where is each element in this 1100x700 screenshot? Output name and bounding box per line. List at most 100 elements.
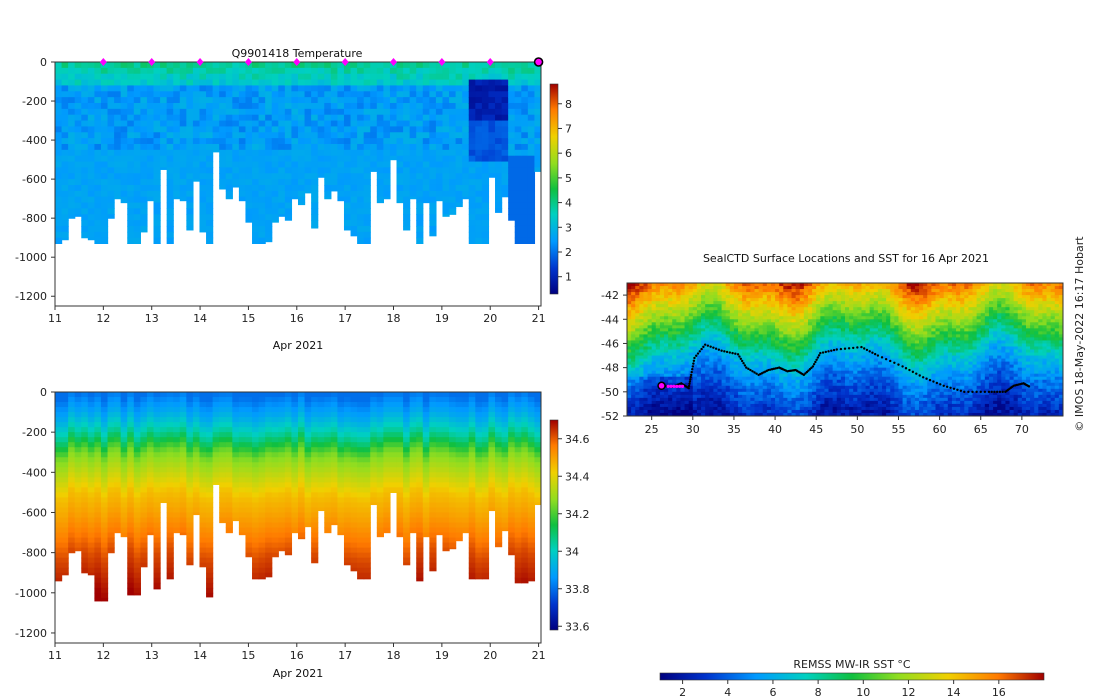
salinity-cell — [298, 502, 306, 509]
temperature-cell — [284, 155, 293, 163]
salinity-cell — [238, 397, 247, 403]
salinity-cell — [252, 547, 260, 554]
temperature-cell — [521, 173, 529, 180]
salinity-cell — [363, 437, 371, 443]
salinity-cell — [284, 532, 293, 539]
salinity-cell — [252, 447, 260, 453]
temperature-cell — [383, 67, 391, 75]
salinity-cell — [120, 502, 128, 509]
temperature-cell — [153, 79, 161, 87]
salinity-cell — [527, 522, 536, 529]
temperature-cell — [278, 161, 286, 169]
temperature-cell — [186, 208, 194, 215]
temperature-cell — [100, 184, 109, 192]
salinity-cell — [94, 572, 102, 579]
temperature-cell — [252, 114, 260, 122]
salinity-cell — [330, 442, 339, 448]
salinity-cell — [304, 392, 312, 398]
temperature-cell — [481, 79, 490, 87]
temperature-cell — [416, 73, 424, 81]
salinity-cell — [409, 437, 417, 443]
temperature-cell — [501, 73, 509, 81]
temperature-cell — [107, 196, 115, 204]
salinity-cell — [173, 437, 181, 443]
salinity-cell — [350, 547, 358, 554]
temperature-cell — [449, 85, 457, 92]
salinity-cell — [462, 452, 470, 458]
salinity-cell — [127, 582, 135, 589]
salinity-cell — [449, 487, 457, 493]
salinity-cell — [521, 472, 529, 478]
salinity-cell — [481, 497, 490, 504]
temperature-cell — [416, 149, 424, 157]
temperature-cell — [186, 190, 194, 198]
temperature-cell — [232, 155, 240, 163]
salinity-cell — [127, 457, 135, 463]
temperature-cell — [232, 173, 240, 180]
salinity-cell — [521, 432, 529, 438]
salinity-cell — [258, 447, 266, 453]
salinity-cell — [330, 482, 339, 488]
temperature-cell — [514, 126, 522, 133]
temperature-cell — [449, 132, 457, 139]
temperature-cell — [127, 237, 135, 244]
temperature-cell — [107, 67, 115, 75]
salinity-cell — [258, 572, 266, 579]
temperature-cell — [265, 237, 273, 243]
temperature-cell — [409, 190, 417, 198]
sst-cell — [627, 373, 632, 378]
temperature-cell — [133, 114, 141, 122]
salinity-cell — [501, 487, 509, 493]
temperature-cell — [383, 120, 391, 128]
salinity-cell — [357, 577, 365, 580]
salinity-cell — [206, 542, 214, 549]
salinity-cell — [455, 507, 463, 514]
salinity-cell — [192, 437, 201, 443]
temperature-cell — [462, 67, 470, 75]
salinity-cell — [383, 392, 391, 398]
salinity-cell — [199, 452, 207, 458]
salinity-cell — [468, 477, 476, 483]
temperature-cell — [252, 120, 260, 128]
sst-cell — [631, 334, 636, 338]
temperature-cell — [389, 73, 398, 81]
salinity-cell — [258, 492, 266, 499]
temperature-cell — [133, 237, 141, 244]
temperature-cell — [304, 173, 312, 180]
sst-cell — [639, 286, 644, 290]
salinity-cell — [252, 507, 260, 514]
salinity-cell — [225, 417, 233, 423]
salinity-cell — [376, 397, 384, 403]
sst-cell — [672, 283, 677, 287]
temperature-cell — [114, 114, 122, 122]
temperature-cell — [140, 167, 148, 174]
salinity-cell — [396, 502, 404, 509]
temperature-cell — [94, 102, 102, 110]
sst-cell — [655, 298, 661, 302]
salinity-cell — [284, 477, 293, 483]
temperature-cell — [127, 208, 135, 215]
salinity-cell — [324, 407, 332, 413]
temperature-cell — [521, 190, 529, 198]
temperature-cell — [343, 108, 352, 116]
salinity-cell — [186, 527, 194, 534]
salinity-cell — [245, 512, 253, 519]
temperature-cell — [140, 138, 148, 145]
temperature-cell — [192, 79, 201, 87]
temperature-cell — [278, 91, 286, 98]
temperature-cell — [343, 208, 352, 215]
salinity-cell — [468, 557, 476, 564]
temperature-cell — [495, 102, 503, 110]
temperature-cell — [68, 167, 76, 174]
temperature-cell — [160, 155, 168, 163]
sst-cell — [635, 352, 640, 357]
temperature-cell — [475, 214, 483, 221]
temperature-cell — [501, 67, 509, 75]
salinity-cell — [330, 447, 339, 453]
temperature-cell — [81, 214, 89, 221]
salinity-cell — [219, 437, 227, 443]
salinity-cell — [376, 532, 384, 538]
temperature-cell — [252, 196, 260, 204]
temperature-cell — [396, 173, 404, 180]
salinity-cell — [199, 442, 207, 448]
